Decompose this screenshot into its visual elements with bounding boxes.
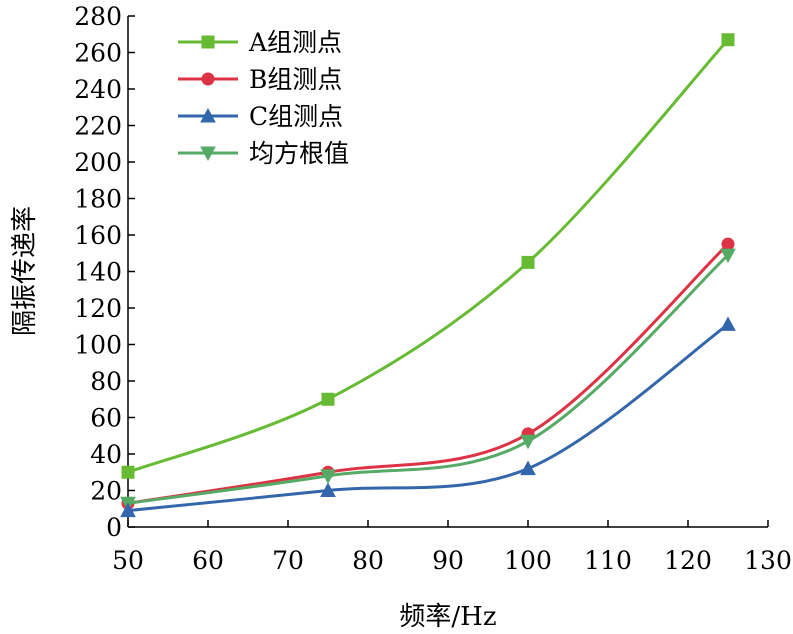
legend-marker <box>201 35 215 49</box>
data-point <box>320 469 336 484</box>
y-tick-label: 20 <box>90 477 122 506</box>
legend-marker <box>200 146 216 162</box>
y-tick-label: 60 <box>90 404 122 433</box>
legend-label: C组测点 <box>249 102 343 131</box>
y-tick-label: 220 <box>74 112 122 141</box>
x-tick-label: 100 <box>504 546 552 575</box>
data-point <box>121 465 135 479</box>
y-axis-title: 隔振传递率 <box>10 206 40 336</box>
data-point <box>120 502 136 518</box>
data-point <box>721 33 735 47</box>
series-3 <box>120 248 736 512</box>
legend-label: A组测点 <box>248 28 342 57</box>
data-point <box>720 316 736 331</box>
x-tick-label: 70 <box>272 546 304 575</box>
series-line <box>127 323 729 513</box>
series-line <box>127 243 730 505</box>
y-tick-label: 180 <box>74 185 122 214</box>
y-tick-label: 80 <box>90 367 122 396</box>
legend-label: B组测点 <box>249 65 342 94</box>
legend-item: 均方根值 <box>178 139 349 168</box>
data-point <box>520 460 536 476</box>
y-tick-label: 40 <box>90 440 122 469</box>
data-point <box>320 482 336 497</box>
y-tick-label: 100 <box>74 331 122 360</box>
series-layer <box>120 33 736 518</box>
x-tick-label: 80 <box>352 546 384 575</box>
y-tick-label: 260 <box>74 39 122 68</box>
data-point <box>721 237 735 251</box>
legend-item: C组测点 <box>178 102 343 131</box>
legend-item: A组测点 <box>178 28 342 57</box>
series-line <box>127 38 730 474</box>
series-0 <box>121 33 735 479</box>
x-tick-label: 110 <box>584 546 632 575</box>
x-axis-title: 频率/Hz <box>399 602 496 632</box>
axes: 0 20 40 60 80 100 120 140 160 180 200 220 240 260 280 5… <box>74 2 792 575</box>
legend-marker <box>200 107 216 123</box>
y-tick-label: 0 <box>106 513 122 542</box>
data-point <box>520 434 536 450</box>
data-point <box>521 255 535 269</box>
series-line <box>127 253 730 505</box>
y-tick-label: 120 <box>74 294 122 323</box>
x-tick-label: 130 <box>744 546 792 575</box>
y-tick-label: 160 <box>74 221 122 250</box>
y-tick-label: 140 <box>74 258 122 287</box>
data-point <box>321 392 335 406</box>
series-2 <box>120 316 736 518</box>
legend-marker <box>201 72 215 86</box>
x-tick-label: 60 <box>192 546 224 575</box>
x-tick-label: 50 <box>112 546 144 575</box>
y-tick-label: 280 <box>74 2 122 31</box>
x-tick-label: 90 <box>432 546 464 575</box>
data-point <box>720 248 736 264</box>
x-tick-label: 120 <box>664 546 712 575</box>
legend-label: 均方根值 <box>249 139 349 168</box>
y-tick-label: 240 <box>74 75 122 104</box>
y-tick-label: 200 <box>74 148 122 177</box>
legend-item: B组测点 <box>178 65 342 94</box>
